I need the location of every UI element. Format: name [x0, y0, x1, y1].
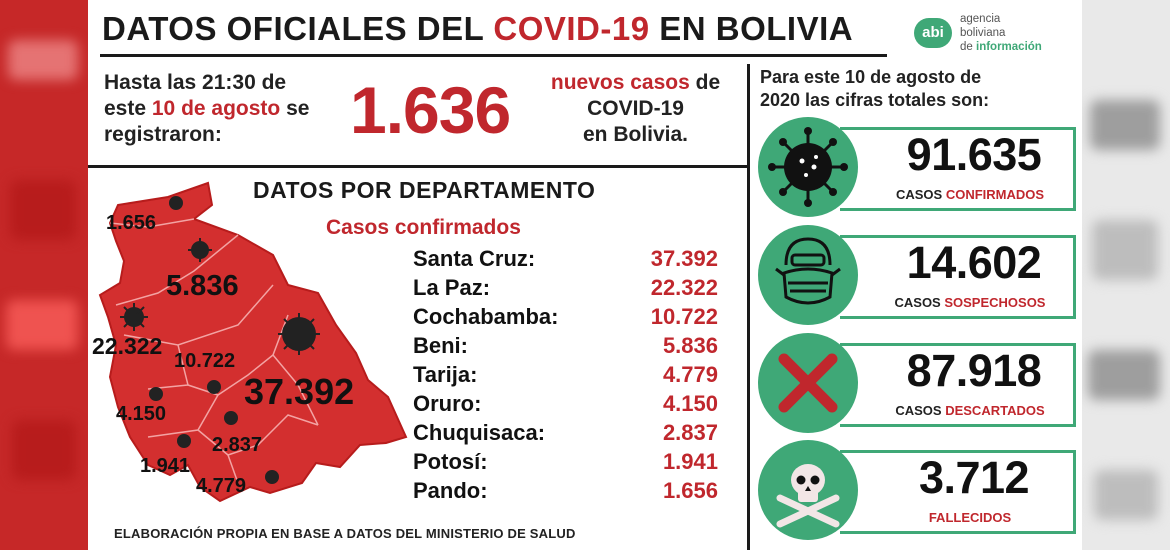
map-label-la-paz: 22.322: [92, 333, 163, 359]
department-row: Cochabamba: 10.722: [413, 304, 718, 329]
map-label-tarija: 4.779: [196, 475, 247, 497]
department-row: Santa Cruz: 37.392: [413, 246, 718, 271]
logo-text: agencia boliviana de información: [960, 12, 1042, 54]
totals-intro: Para este 10 de agosto de 2020 las cifra…: [760, 67, 990, 110]
logo-line3: de información: [960, 41, 1042, 53]
abi-logo: abi agencia boliviana de información: [914, 12, 1074, 56]
map-label-oruro: 4.150: [116, 403, 167, 425]
discarded-label: CASOS DESCARTADOS: [895, 403, 1045, 418]
new-cases-count: 1.636: [350, 73, 511, 147]
logo-line1: agencia: [960, 13, 1001, 25]
suspected-label: CASOS SOSPECHOSOS: [894, 295, 1046, 310]
horizontal-divider: [88, 165, 747, 168]
map-label-chuquisaca: 2.837: [212, 434, 263, 456]
logo-line2: boliviana: [960, 27, 1006, 39]
department-row: La Paz: 22.322: [413, 275, 718, 300]
face-mask-icon: [758, 225, 858, 325]
covid-infographic: DATOS OFICIALES DEL COVID-19 EN BOLIVIA …: [88, 0, 1082, 550]
confirmed-number: 91.635: [906, 129, 1042, 180]
new-cases-intro: Hasta las 21:30 de este 10 de agosto se …: [104, 71, 310, 146]
map-label-pando: 1.656: [106, 212, 157, 234]
report-date: 10 de agosto: [151, 97, 281, 120]
bolivia-map-shape: [98, 181, 408, 503]
blurred-background-left: [0, 0, 88, 550]
map-label-santa-cruz: 37.392: [244, 371, 355, 412]
skull-crossbones-icon: [758, 440, 858, 540]
deaths-number: 3.712: [918, 452, 1030, 503]
vertical-divider: [747, 64, 750, 550]
department-row: Tarija: 4.779: [413, 362, 718, 387]
confirmed-label: CASOS CONFIRMADOS: [895, 187, 1045, 202]
department-row: Potosí: 1.941: [413, 449, 718, 474]
department-list: Santa Cruz: 37.392 La Paz: 22.322 Cochabam…: [413, 246, 718, 507]
map-label-potosi: 1.941: [140, 455, 191, 477]
card-confirmed: 91.635 CASOS CONFIRMADOS: [758, 117, 1078, 217]
bolivia-map: 1.656 5.836 22.322 10.722 37.392 4.150 2…: [88, 175, 418, 515]
map-label-cochabamba: 10.722: [174, 350, 236, 372]
department-row: Chuquisaca: 2.837: [413, 420, 718, 445]
department-row: Oruro: 4.150: [413, 391, 718, 416]
title-highlight: COVID-19: [493, 10, 650, 47]
blurred-background-right: [1082, 0, 1170, 550]
source-footer: ELABORACIÓN PROPIA EN BASE A DATOS DEL M…: [114, 526, 576, 541]
virus-icon: [758, 117, 858, 217]
page-title: DATOS OFICIALES DEL COVID-19 EN BOLIVIA: [102, 10, 853, 48]
red-x-icon: [758, 333, 858, 433]
title-part1: DATOS OFICIALES DEL: [102, 10, 494, 47]
suspected-number: 14.602: [906, 237, 1042, 288]
deaths-label: FALLECIDOS: [928, 510, 1012, 525]
logo-badge: abi: [914, 18, 952, 48]
new-cases-label: nuevos casos de COVID-19 en Bolivia.: [550, 71, 721, 146]
card-discarded: 87.918 CASOS DESCARTADOS: [758, 333, 1078, 433]
title-divider: [100, 54, 887, 57]
departments-title: DATOS POR DEPARTAMENTO: [253, 177, 596, 203]
departments-subtitle: Casos confirmados: [326, 216, 521, 239]
department-row: Pando: 1.656: [413, 478, 718, 503]
map-label-beni: 5.836: [166, 270, 239, 302]
title-part2: EN BOLIVIA: [649, 10, 854, 47]
discarded-number: 87.918: [906, 345, 1042, 396]
department-row: Beni: 5.836: [413, 333, 718, 358]
card-suspected: 14.602 CASOS SOSPECHOSOS: [758, 225, 1078, 325]
card-deaths: 3.712 FALLECIDOS: [758, 440, 1078, 540]
